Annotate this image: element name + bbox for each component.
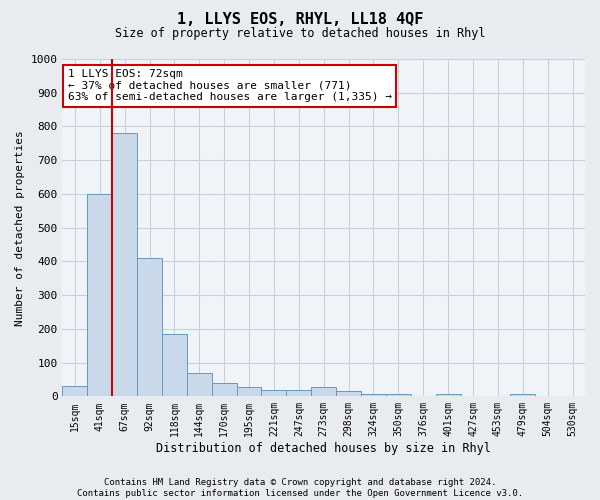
Bar: [286, 390, 311, 396]
Bar: [187, 372, 212, 396]
Bar: [336, 392, 361, 396]
Bar: [112, 133, 137, 396]
Text: Contains HM Land Registry data © Crown copyright and database right 2024.
Contai: Contains HM Land Registry data © Crown c…: [77, 478, 523, 498]
X-axis label: Distribution of detached houses by size in Rhyl: Distribution of detached houses by size …: [156, 442, 491, 455]
Bar: [511, 394, 535, 396]
Bar: [311, 387, 336, 396]
Bar: [162, 334, 187, 396]
Text: 1, LLYS EOS, RHYL, LL18 4QF: 1, LLYS EOS, RHYL, LL18 4QF: [177, 12, 423, 28]
Bar: [262, 390, 286, 396]
Text: 1 LLYS EOS: 72sqm
← 37% of detached houses are smaller (771)
63% of semi-detache: 1 LLYS EOS: 72sqm ← 37% of detached hous…: [68, 69, 392, 102]
Y-axis label: Number of detached properties: Number of detached properties: [15, 130, 25, 326]
Bar: [386, 394, 411, 396]
Bar: [236, 387, 262, 396]
Bar: [137, 258, 162, 396]
Bar: [361, 394, 386, 396]
Bar: [62, 386, 88, 396]
Text: Size of property relative to detached houses in Rhyl: Size of property relative to detached ho…: [115, 28, 485, 40]
Bar: [88, 194, 112, 396]
Bar: [436, 394, 461, 396]
Bar: [212, 383, 236, 396]
